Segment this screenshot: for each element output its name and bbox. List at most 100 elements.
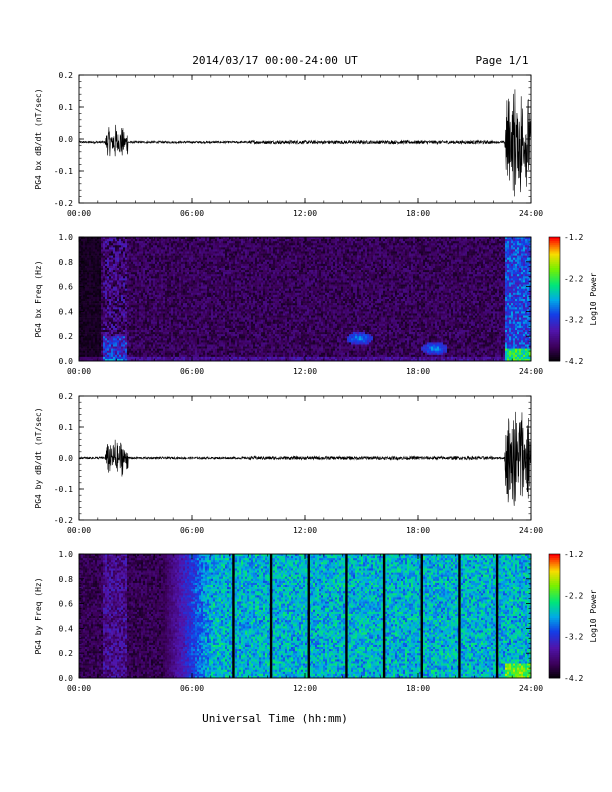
spectrogram-cell (187, 280, 189, 282)
spectrogram-cell (91, 330, 93, 332)
spectrogram-cell (205, 305, 207, 307)
spectrogram-cell (121, 245, 123, 247)
spectrogram-cell (103, 307, 105, 309)
spectrogram-cell (171, 330, 173, 332)
spectrogram-cell (101, 274, 103, 276)
spectrogram-cell (183, 260, 185, 262)
spectrogram-cell (215, 249, 217, 251)
spectrogram-cell (183, 349, 185, 351)
spectrogram-cell (159, 297, 161, 299)
spectrogram-cell (95, 332, 97, 334)
spectrogram-cell (127, 239, 129, 241)
spectrogram-cell (135, 287, 137, 289)
spectrogram-cell (213, 355, 215, 357)
spectrogram-cell (235, 272, 237, 274)
spectrogram-cell (167, 342, 169, 344)
spectrogram-cell (103, 328, 105, 330)
spectrogram-cell (175, 251, 177, 253)
spectrogram-cell (117, 309, 119, 311)
spectrogram-cell (153, 285, 155, 287)
spectrogram-cell (81, 254, 83, 256)
spectrogram-cell (145, 342, 147, 344)
spectrogram-cell (145, 305, 147, 307)
spectrogram-cell (95, 266, 97, 268)
spectrogram-cell (209, 349, 211, 351)
spectrogram-cell (171, 326, 173, 328)
spectrogram-cell (153, 280, 155, 282)
spectrogram-cell (91, 303, 93, 305)
spectrogram-cell (93, 274, 95, 276)
spectrogram-cell (217, 357, 219, 359)
spectrogram-cell (157, 318, 159, 320)
spectrogram-cell (95, 268, 97, 270)
spectrogram-cell (173, 276, 175, 278)
spectrogram-cell (113, 245, 115, 247)
spectrogram-cell (185, 247, 187, 249)
spectrogram-cell (155, 305, 157, 307)
spectrogram-cell (165, 266, 167, 268)
spectrogram-cell (181, 268, 183, 270)
spectrogram-cell (159, 342, 161, 344)
spectrogram-cell (107, 260, 109, 262)
spectrogram-cell (111, 318, 113, 320)
spectrogram-cell (115, 330, 117, 332)
spectrogram-cell (103, 272, 105, 274)
spectrogram-cell (223, 295, 225, 297)
spectrogram-cell (191, 272, 193, 274)
spectrogram-cell (203, 324, 205, 326)
spectrogram-cell (217, 324, 219, 326)
spectrogram-cell (145, 289, 147, 291)
spectrogram-cell (195, 320, 197, 322)
spectrogram-cell (195, 247, 197, 249)
spectrogram-cell (109, 311, 111, 313)
spectrogram-cell (139, 334, 141, 336)
spectrogram-cell (185, 241, 187, 243)
spectrogram-cell (89, 291, 91, 293)
spectrogram-cell (231, 320, 233, 322)
spectrogram-cell (91, 245, 93, 247)
spectrogram-cell (183, 289, 185, 291)
spectrogram-cell (155, 311, 157, 313)
spectrogram-cell (203, 272, 205, 274)
spectrogram-cell (137, 297, 139, 299)
spectrogram-cell (85, 264, 87, 266)
spectrogram-cell (91, 301, 93, 303)
spectrogram-cell (203, 313, 205, 315)
spectrogram-cell (205, 270, 207, 272)
spectrogram-cell (197, 282, 199, 284)
spectrogram-cell (91, 270, 93, 272)
spectrogram-cell (91, 349, 93, 351)
spectrogram-cell (125, 324, 127, 326)
spectrogram-cell (93, 305, 95, 307)
spectrogram-cell (237, 291, 239, 293)
spectrogram-cell (115, 342, 117, 344)
spectrogram-cell (211, 239, 213, 241)
spectrogram-cell (187, 338, 189, 340)
spectrogram-cell (135, 260, 137, 262)
spectrogram-cell (139, 293, 141, 295)
spectrogram-cell (123, 344, 125, 346)
spectrogram-cell (85, 295, 87, 297)
spectrogram-cell (187, 340, 189, 342)
spectrogram-cell (239, 282, 241, 284)
spectrogram-cell (113, 318, 115, 320)
spectrogram-cell (221, 355, 223, 357)
spectrogram-cell (171, 313, 173, 315)
spectrogram-cell (213, 239, 215, 241)
spectrogram-cell (105, 316, 107, 318)
spectrogram-cell (145, 293, 147, 295)
spectrogram-cell (81, 318, 83, 320)
spectrogram-cell (191, 249, 193, 251)
spectrogram-cell (137, 336, 139, 338)
spectrogram-cell (149, 326, 151, 328)
spectrogram-cell (83, 357, 85, 359)
x-axis-label: Universal Time (hh:mm) (202, 712, 348, 725)
spectrogram-cell (219, 278, 221, 280)
spectrogram-cell (169, 243, 171, 245)
spectrogram-cell (121, 301, 123, 303)
spectrogram-cell (153, 293, 155, 295)
spectrogram-cell (179, 322, 181, 324)
spectrogram-cell (193, 268, 195, 270)
spectrogram-cell (155, 243, 157, 245)
spectrogram-cell (203, 334, 205, 336)
